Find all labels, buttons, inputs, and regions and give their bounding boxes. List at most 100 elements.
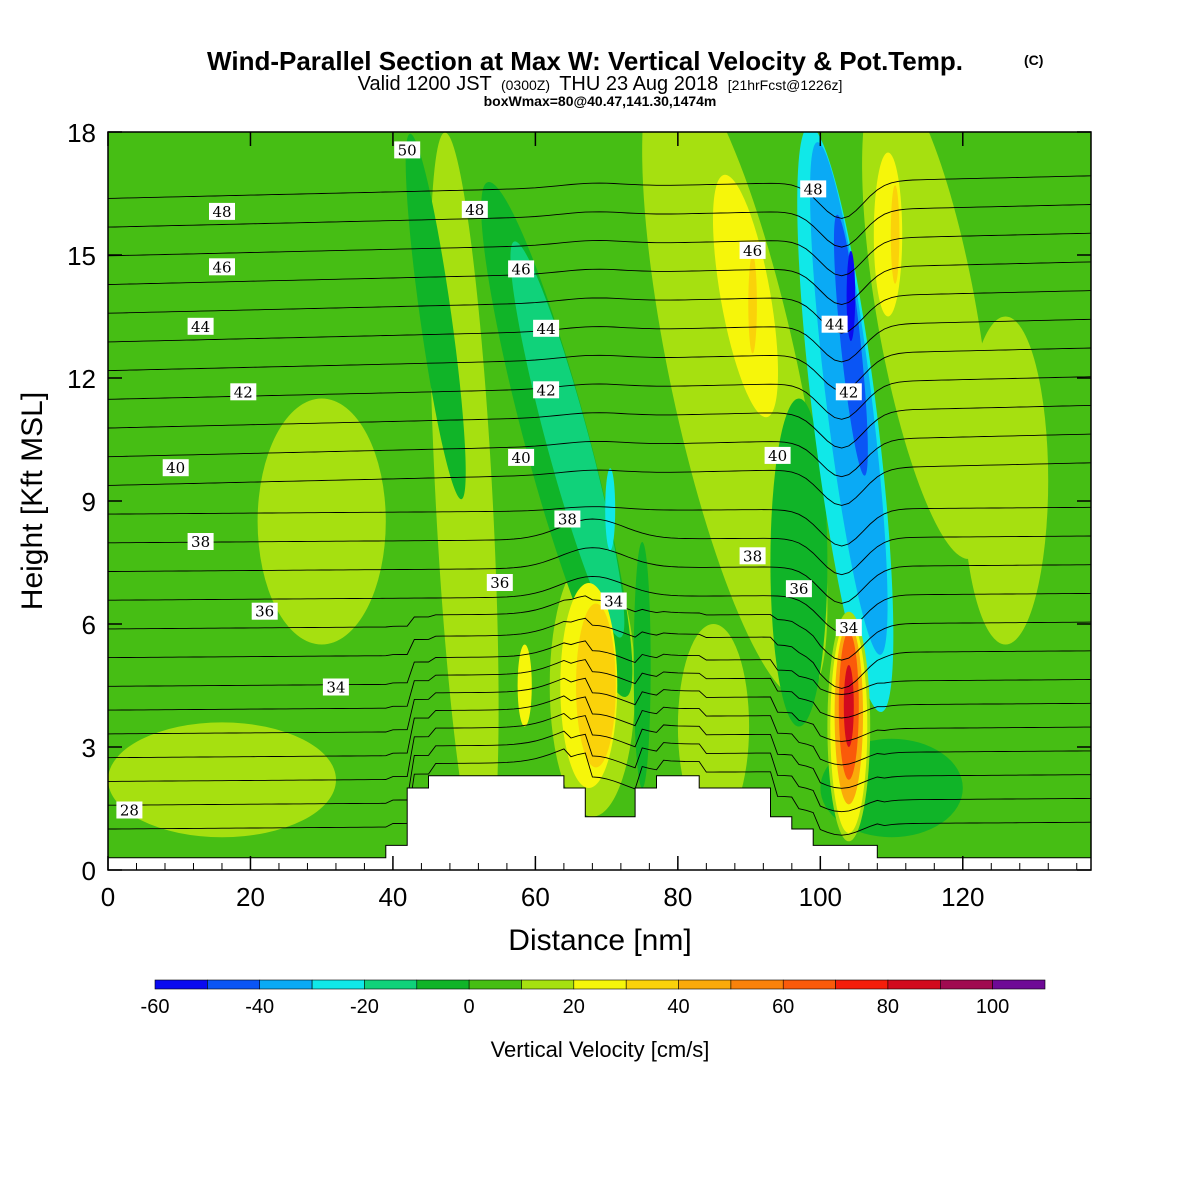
x-tick-label: 20 [236,882,265,912]
x-tick-label: 120 [941,882,984,912]
theta-label-7: 42 [230,383,257,401]
velocity-fill-layer [108,132,1049,870]
theta-label-text: 46 [743,242,762,260]
colorbar-tick-label: 40 [667,996,689,1018]
theta-label-2: 48 [461,200,488,219]
colorbar-tick-label: 80 [877,996,899,1018]
theta-contour-48 [108,261,1091,305]
theta-contour-47 [108,290,1091,334]
y-axis-label: Height [Kft MSL] [16,392,49,610]
theta-contour-layer [108,175,1091,836]
theta-contour-46 [108,318,1091,363]
theta-contour-49 [108,232,1091,277]
theta-contour-39 [108,518,1091,576]
theta-label-box [162,459,189,477]
theta-label-box [394,141,421,159]
colorbar-tick-label: -20 [350,996,379,1018]
theta-label-text: 34 [326,679,345,697]
theta-label-13: 36 [251,602,278,621]
theta-label-22: 40 [764,446,791,465]
theta-label-box [251,602,278,620]
theta-label-text: 28 [120,802,139,820]
theta-label-box [739,241,766,259]
theta-label-14: 36 [486,574,513,592]
theta-contour-35 [108,617,1091,689]
theta-label-box [116,801,143,819]
velocity-region-0 [108,722,336,838]
theta-label-24: 36 [785,580,812,598]
theta-label-8: 42 [533,381,560,399]
theta-label-23: 38 [739,547,766,565]
colorbar-bin-1 [207,979,261,990]
theta-contour-42 [108,433,1091,478]
theta-contour-29 [108,730,1091,813]
theta-label-15: 34 [322,678,349,697]
velocity-region-17 [517,644,532,727]
theta-label-box [187,533,214,550]
theta-contour-33 [108,659,1091,719]
theta-label-box [508,260,535,278]
chart-title: Wind-Parallel Section at Max W: Vertical… [207,46,963,76]
box-info: boxWmax=80@40.47,141.30,1474m [484,93,717,109]
velocity-region-8 [405,133,466,500]
colorbar-bin-8 [573,979,627,990]
colorbar-tick-label: 60 [772,996,794,1018]
theta-label-21: 42 [835,383,862,401]
colorbar-tick-label: 20 [563,996,585,1018]
theta-label-box [835,619,862,637]
y-tick-label: 12 [67,364,96,394]
colorbar-tick-label: 0 [464,996,475,1018]
x-tick-label: 40 [378,882,407,912]
colorbar-bin-3 [311,979,365,990]
theta-label-box [230,383,257,401]
theta-label-text: 46 [512,260,531,278]
theta-label-9: 40 [162,459,189,477]
colorbar-bin-10 [678,979,732,990]
theta-label-17: 28 [116,801,143,820]
y-tick-label: 15 [67,241,96,271]
theta-contour-40 [108,506,1091,547]
colorbar-bin-15 [939,979,993,990]
theta-label-6: 44 [533,319,560,338]
theta-label-text: 36 [789,580,808,598]
theta-label-box [600,592,627,610]
theta-label-18: 48 [800,180,827,198]
theta-label-text: 50 [398,141,417,159]
colorbar-tick-label: -60 [141,996,170,1018]
velocity-region-16 [576,603,616,768]
velocity-region-30 [843,665,854,747]
theta-label-text: 48 [465,201,484,219]
valid-prefix: Valid 1200 JST [358,73,492,95]
theta-label-5: 44 [187,317,214,336]
x-tick-label: 80 [663,882,692,912]
theta-label-text: 40 [512,449,531,467]
velocity-region-12 [633,542,651,788]
colorbar-bin-9 [625,979,679,990]
theta-contour-36 [108,595,1091,661]
theta-label-text: 36 [490,574,509,592]
velocity-region-24 [833,214,868,476]
colorbar-bin-7 [521,979,575,990]
plot-area: 50 48 48 46 46 44 44 42 42 40 40 38 38 36 36 34 34 28 48 46… [108,132,1091,870]
y-tick-label: 6 [82,610,96,640]
colorbar-bin-13 [835,979,889,990]
theta-label-text: 46 [212,258,231,276]
theta-label-20: 44 [821,315,848,334]
x-axis: 0 20 40 60 80 100 120 [101,132,1078,912]
theta-label-box [187,317,214,335]
velocity-region-14 [605,468,616,551]
theta-contour-31 [108,695,1091,766]
theta-label-text: 42 [839,383,858,401]
velocity-region-11 [770,398,828,727]
theta-contour-44 [108,376,1091,420]
theta-label-layer: 50 48 48 46 46 44 44 42 42 40 40 38 38 36 36 34 34 28 48 46… [116,141,862,820]
theta-contour-50 [108,204,1091,248]
theta-label-box [785,580,812,598]
colorbar-bin-5 [416,979,470,990]
theta-contour-28 [108,748,1091,836]
theta-label-box [486,574,513,591]
theta-label-box [800,180,827,198]
theta-label-text: 36 [255,603,274,621]
theta-label-box [461,200,488,218]
x-tick-label: 0 [101,882,115,912]
